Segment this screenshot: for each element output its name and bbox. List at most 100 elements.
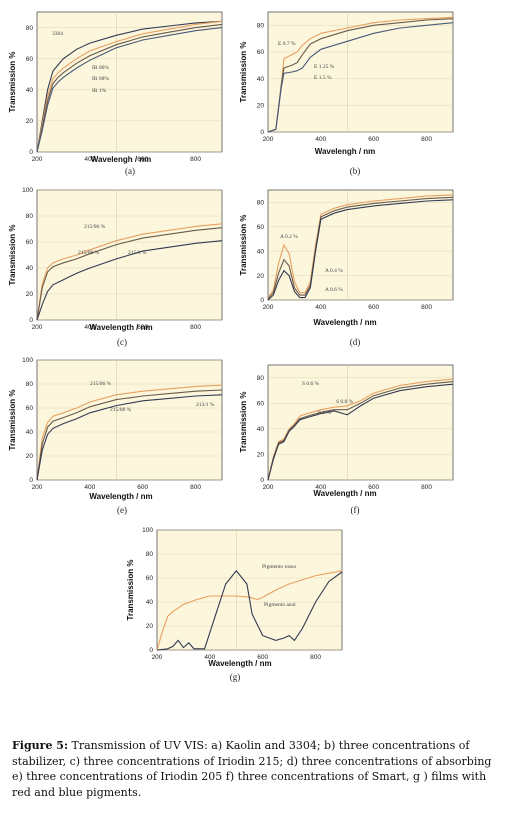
chart-d: 0 20 40 60 80 200 400 600 800 A 0.2 % A 0.4 % A 0.6… bbox=[239, 189, 454, 347]
chart-b-series-line bbox=[267, 22, 454, 133]
chart-a-plot-area bbox=[36, 11, 223, 153]
chart-g-panel-label: (g) bbox=[230, 672, 241, 682]
chart-a-series-line bbox=[36, 20, 223, 153]
chart-a-series-line bbox=[36, 27, 223, 153]
chart-f-panel-label: (f) bbox=[351, 505, 360, 515]
chart-g-series-line bbox=[156, 569, 343, 651]
chart-c-xtick-label: 400 bbox=[84, 324, 95, 331]
chart-b-series-label: E 1.25 % bbox=[314, 64, 335, 70]
chart-d-xtick-label: 600 bbox=[368, 304, 379, 311]
chart-e-panel-label: (e) bbox=[117, 505, 127, 515]
chart-b-series-label: E 1.5 % bbox=[314, 75, 332, 81]
chart-c-series-label: 215/08 % bbox=[78, 250, 100, 256]
chart-b-xtick-label: 800 bbox=[421, 136, 432, 143]
chart-e-xtick-label: 800 bbox=[190, 484, 201, 491]
chart-f-ytick-label: 20 bbox=[257, 452, 265, 459]
chart-d-ytick-label: 20 bbox=[257, 273, 265, 280]
chart-c-ytick-label: 60 bbox=[26, 239, 34, 246]
chart-e-series-line bbox=[36, 384, 223, 481]
chart-e-ytick-label: 20 bbox=[26, 453, 34, 460]
chart-d-series-label: A 0.2 % bbox=[280, 234, 298, 240]
chart-c-series-line bbox=[36, 227, 223, 321]
chart-g-ytick-label: 20 bbox=[146, 623, 154, 630]
chart-g-series-line bbox=[156, 570, 343, 651]
chart-a-series-line bbox=[36, 23, 223, 153]
chart-e-plot-area bbox=[36, 359, 223, 481]
chart-f-xtick-label: 600 bbox=[368, 484, 379, 491]
chart-c-ytick-label: 20 bbox=[26, 291, 34, 298]
chart-a-panel-label: (a) bbox=[125, 166, 135, 176]
chart-f-ytick-label: 80 bbox=[257, 375, 265, 382]
chart-c-xtick-label: 600 bbox=[137, 324, 148, 331]
chart-g-ytick-label: 0 bbox=[149, 647, 153, 654]
chart-f-ytick-label: 60 bbox=[257, 401, 265, 408]
chart-c-series-label: 215/06 % bbox=[84, 224, 106, 230]
figure-caption: Figure 5: Transmission of UV VIS: a) Kao… bbox=[12, 738, 496, 800]
chart-b-series-line bbox=[267, 18, 454, 133]
chart-c-series-line bbox=[36, 240, 223, 321]
chart-c-xtick-label: 800 bbox=[190, 324, 201, 331]
chart-d-xtick-label: 200 bbox=[263, 304, 274, 311]
chart-b-series-label: E 0.7 % bbox=[278, 41, 296, 47]
chart-a-x-axis-label: Wavelengh / nm bbox=[91, 155, 152, 164]
chart-b-ytick-label: 0 bbox=[260, 129, 264, 136]
chart-c-series-label: 215/1 % bbox=[128, 250, 147, 256]
chart-b-ytick-label: 20 bbox=[257, 103, 265, 110]
chart-b-xtick-label: 200 bbox=[263, 136, 274, 143]
chart-e-ytick-label: 80 bbox=[26, 381, 34, 388]
chart-a-ytick-label: 0 bbox=[29, 149, 33, 156]
chart-e-ytick-label: 60 bbox=[26, 405, 34, 412]
chart-e-series-line bbox=[36, 394, 223, 481]
chart-e-xtick-label: 200 bbox=[32, 484, 43, 491]
chart-e-y-axis-label: Transmission % bbox=[8, 390, 17, 451]
chart-a-ytick-label: 60 bbox=[26, 56, 34, 63]
chart-b-y-axis-label: Transmission % bbox=[239, 42, 248, 103]
chart-g-ytick-label: 60 bbox=[146, 575, 154, 582]
chart-f: 0 20 40 60 80 200 400 600 800 S 0.6 % S 0.8 % S 1 %… bbox=[239, 364, 454, 515]
chart-d-y-axis-label: Transmission % bbox=[239, 215, 248, 276]
chart-g-xtick-label: 800 bbox=[310, 654, 321, 661]
chart-a-y-axis-label: Transmission % bbox=[8, 52, 17, 113]
chart-a-ytick-label: 40 bbox=[26, 87, 34, 94]
chart-b-panel-label: (b) bbox=[350, 166, 361, 176]
chart-c-y-axis-label: Transmission % bbox=[8, 225, 17, 286]
chart-e-series-label: 215/06 % bbox=[90, 381, 112, 387]
chart-e-ytick-label: 40 bbox=[26, 429, 34, 436]
chart-a-series-label: IR 06% bbox=[92, 65, 109, 71]
chart-c-xtick-label: 200 bbox=[32, 324, 43, 331]
chart-a-xtick-label: 600 bbox=[137, 156, 148, 163]
chart-d-ytick-label: 80 bbox=[257, 199, 265, 206]
chart-e-ytick-label: 100 bbox=[22, 357, 33, 364]
chart-g-series-label: Pigmento azul bbox=[264, 602, 296, 608]
chart-f-series-line bbox=[267, 383, 454, 481]
chart-c-panel-label: (c) bbox=[117, 337, 127, 347]
chart-a-series-label: IR 08% bbox=[92, 76, 109, 82]
chart-f-series-line bbox=[267, 381, 454, 481]
chart-e-series-line bbox=[36, 389, 223, 481]
chart-f-plot-area bbox=[267, 364, 454, 481]
chart-e-ytick-label: 0 bbox=[29, 477, 33, 484]
chart-b-ytick-label: 40 bbox=[257, 76, 265, 83]
chart-c-series-line bbox=[36, 223, 223, 321]
chart-c-ytick-label: 80 bbox=[26, 213, 34, 220]
chart-d-series-label: A 0.4 % bbox=[325, 268, 343, 274]
chart-e-xtick-label: 400 bbox=[84, 484, 95, 491]
chart-d-ytick-label: 60 bbox=[257, 224, 265, 231]
chart-b-xtick-label: 400 bbox=[315, 136, 326, 143]
chart-d-series-label: A 0.6 % bbox=[325, 287, 343, 293]
chart-f-y-axis-label: Transmission % bbox=[239, 392, 248, 453]
chart-b-plot-area bbox=[267, 11, 454, 133]
chart-g-series-label: Pigmento rosso bbox=[262, 564, 296, 570]
chart-d-ytick-label: 0 bbox=[260, 297, 264, 304]
chart-f-xtick-label: 800 bbox=[421, 484, 432, 491]
chart-b-xtick-label: 600 bbox=[368, 136, 379, 143]
chart-a-xtick-label: 800 bbox=[190, 156, 201, 163]
chart-f-xtick-label: 200 bbox=[263, 484, 274, 491]
chart-a-ytick-label: 80 bbox=[26, 25, 34, 32]
chart-b-x-axis-label: Wavelengh / nm bbox=[315, 147, 376, 156]
chart-g-ytick-label: 80 bbox=[146, 551, 154, 558]
chart-g-ytick-label: 40 bbox=[146, 599, 154, 606]
chart-f-x-axis-label: Wavelength / nm bbox=[313, 489, 376, 498]
chart-g-x-axis-label: Wavelength / nm bbox=[208, 659, 271, 668]
chart-f-ytick-label: 40 bbox=[257, 426, 265, 433]
